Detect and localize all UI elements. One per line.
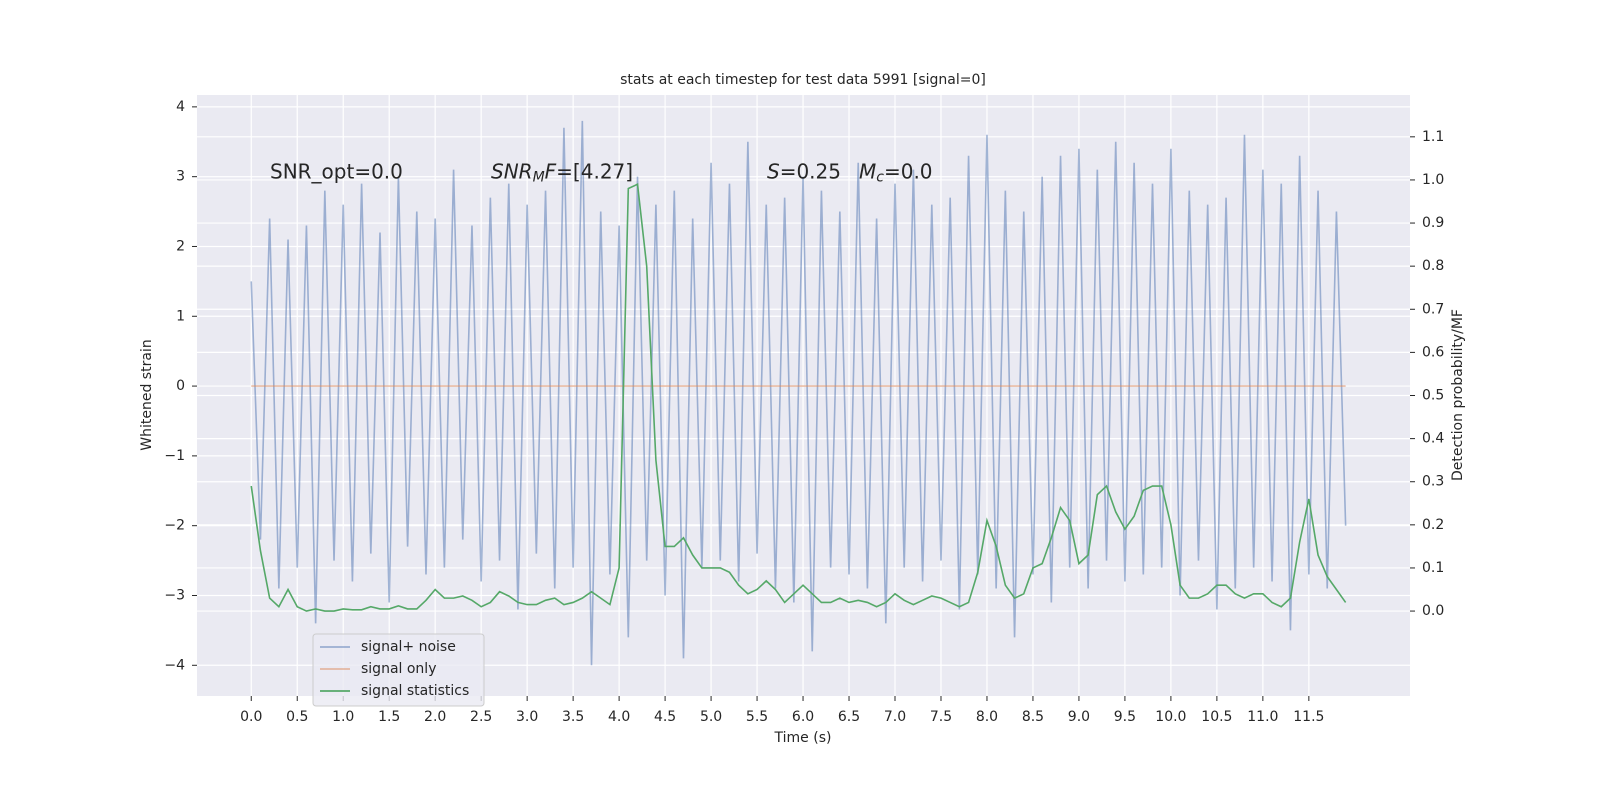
legend-label: signal only bbox=[361, 661, 436, 677]
x-tick-label: 10.0 bbox=[1155, 709, 1186, 725]
annotation-part: S bbox=[767, 159, 780, 183]
y-tick-label: −2 bbox=[164, 518, 185, 534]
annotation-part: =0.25 bbox=[780, 159, 841, 183]
y2-tick-label: 0.8 bbox=[1422, 258, 1444, 274]
y-tick-label: −1 bbox=[164, 448, 185, 464]
annotation: Mc=0.0 bbox=[859, 159, 933, 186]
y-tick-label: −4 bbox=[164, 657, 185, 673]
x-tick-label: 4.5 bbox=[654, 709, 676, 725]
y2-axis-label: Detection probability/MF bbox=[1450, 309, 1466, 481]
x-axis-label: Time (s) bbox=[774, 730, 832, 746]
y2-tick-label: 0.2 bbox=[1422, 517, 1444, 533]
x-tick-label: 11.5 bbox=[1293, 709, 1324, 725]
x-tick-label: 6.5 bbox=[838, 709, 860, 725]
y2-tick-label: 0.4 bbox=[1422, 431, 1444, 447]
annotation-part: =0.0 bbox=[884, 159, 933, 183]
y2-tick-label: 0.1 bbox=[1422, 560, 1444, 576]
x-tick-label: 5.5 bbox=[746, 709, 768, 725]
chart-title: stats at each timestep for test data 599… bbox=[620, 72, 986, 88]
x-tick-label: 4.0 bbox=[608, 709, 630, 725]
y-tick-label: 1 bbox=[176, 308, 185, 324]
annotation-part: c bbox=[876, 170, 884, 186]
x-tick-label: 7.5 bbox=[930, 709, 952, 725]
annotation-part: =[4.27] bbox=[556, 159, 633, 183]
y-tick-label: 4 bbox=[176, 99, 185, 115]
x-tick-label: 8.5 bbox=[1022, 709, 1044, 725]
x-tick-label: 0.5 bbox=[286, 709, 308, 725]
x-tick-label: 2.0 bbox=[424, 709, 446, 725]
legend-label: signal statistics bbox=[361, 683, 469, 699]
y2-tick-label: 0.7 bbox=[1422, 301, 1444, 317]
annotation-part: M bbox=[533, 170, 545, 186]
x-tick-label: 3.5 bbox=[562, 709, 584, 725]
x-tick-label: 11.0 bbox=[1247, 709, 1278, 725]
x-tick-label: 3.0 bbox=[516, 709, 538, 725]
y2-tick-label: 0.9 bbox=[1422, 215, 1444, 231]
y2-tick-label: 0.6 bbox=[1422, 344, 1444, 360]
y-tick-label: 0 bbox=[176, 378, 185, 394]
y2-tick-label: 0.3 bbox=[1422, 474, 1444, 490]
y2-tick-label: 1.1 bbox=[1422, 129, 1444, 145]
annotation: S=0.25 bbox=[767, 159, 841, 183]
y2-tick-label: 0.5 bbox=[1422, 388, 1444, 404]
grid bbox=[197, 95, 1410, 696]
x-tick-label: 9.5 bbox=[1114, 709, 1136, 725]
x-tick-label: 10.5 bbox=[1201, 709, 1232, 725]
y-axis-label: Whitened strain bbox=[139, 339, 155, 450]
x-tick-label: 7.0 bbox=[884, 709, 906, 725]
x-tick-label: 1.5 bbox=[378, 709, 400, 725]
y-tick-label: 3 bbox=[176, 169, 185, 185]
annotation-part: M bbox=[859, 159, 876, 183]
y-tick-label: 2 bbox=[176, 238, 185, 254]
y-tick-label: −3 bbox=[164, 587, 185, 603]
legend-box bbox=[312, 633, 485, 707]
x-tick-label: 5.0 bbox=[700, 709, 722, 725]
annotation-part: F bbox=[545, 159, 557, 183]
legend-label: signal+ noise bbox=[361, 639, 456, 655]
x-tick-label: 8.0 bbox=[976, 709, 998, 725]
annotation-part: SNR_opt=0.0 bbox=[270, 159, 403, 183]
series-line bbox=[250, 183, 1347, 612]
annotation: SNRMF=[4.27] bbox=[491, 159, 633, 186]
y2-tick-label: 1.0 bbox=[1422, 172, 1444, 188]
y2-tick-label: 0.0 bbox=[1422, 603, 1444, 619]
x-tick-label: 6.0 bbox=[792, 709, 814, 725]
annotation-part: SNR bbox=[491, 159, 533, 183]
x-tick-label: 0.0 bbox=[240, 709, 262, 725]
x-tick-label: 9.0 bbox=[1068, 709, 1090, 725]
series-line bbox=[250, 120, 1347, 666]
x-tick-label: 2.5 bbox=[470, 709, 492, 725]
x-tick-label: 1.0 bbox=[332, 709, 354, 725]
annotation: SNR_opt=0.0 bbox=[270, 159, 403, 183]
